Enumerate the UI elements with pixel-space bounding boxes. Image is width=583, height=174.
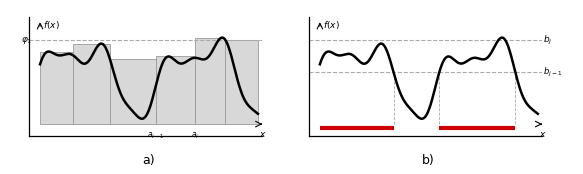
- Text: $x$: $x$: [259, 130, 266, 139]
- Bar: [73, 44, 110, 124]
- Bar: [225, 40, 258, 124]
- Text: $x$: $x$: [539, 130, 546, 139]
- Text: $b_j$: $b_j$: [543, 34, 553, 47]
- Bar: [156, 56, 195, 124]
- Text: $f(x)$: $f(x)$: [43, 19, 60, 31]
- Bar: [40, 52, 73, 124]
- Bar: [110, 59, 156, 124]
- Text: a): a): [142, 154, 155, 167]
- Text: $f(x)$: $f(x)$: [323, 19, 340, 31]
- Text: $a_i$: $a_i$: [191, 131, 199, 141]
- Text: $a_{i-1}$: $a_{i-1}$: [147, 131, 164, 141]
- Bar: [195, 38, 225, 124]
- Text: $b_{j-1}$: $b_{j-1}$: [543, 66, 563, 79]
- Text: b): b): [422, 154, 435, 167]
- Text: $\varphi_1$: $\varphi_1$: [21, 35, 33, 46]
